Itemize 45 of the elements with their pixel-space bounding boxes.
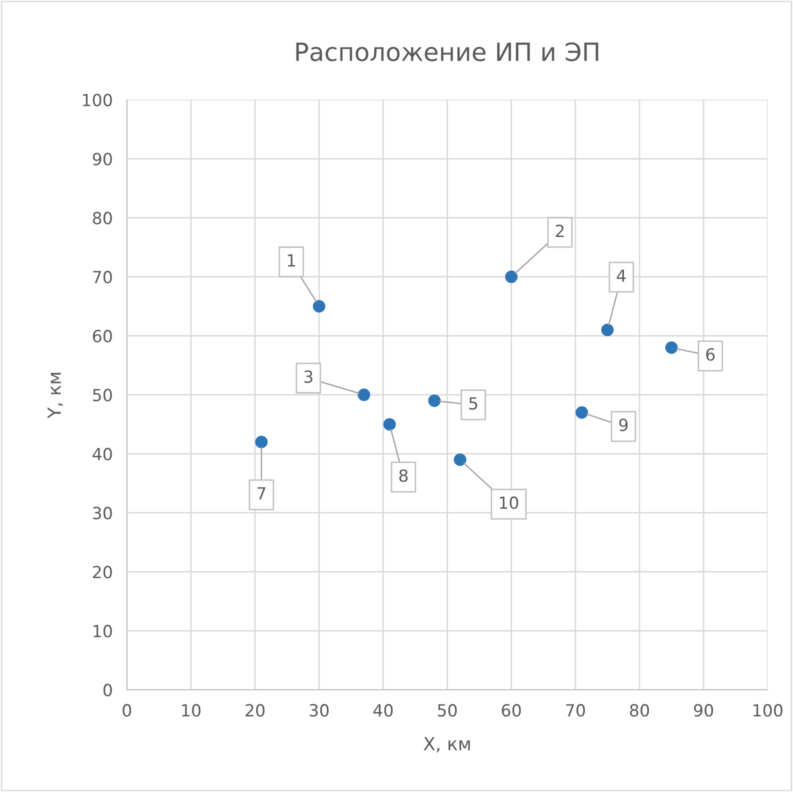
x-tick-label: 50 (438, 704, 457, 717)
y-tick-label: 0 (103, 684, 112, 696)
y-tick-label: 10 (94, 624, 112, 638)
x-tick-label: 40 (373, 704, 393, 717)
x-tick-label: 0 (122, 704, 132, 717)
point (312, 300, 326, 313)
y-tick-label: 60 (92, 330, 112, 342)
y-tick-label: 70 (93, 270, 112, 284)
y-axis-title: Y, км (48, 372, 63, 418)
y-tick-label: 100 (83, 94, 112, 106)
annotation: 5 (469, 397, 478, 410)
annotation: 6 (706, 348, 715, 361)
x-tick-label: 80 (630, 704, 649, 717)
annotation: 1 (288, 254, 296, 266)
annotation: 4 (616, 270, 626, 282)
x-tick-label: 60 (502, 704, 521, 717)
y-tick-label: 20 (93, 566, 112, 578)
point (358, 388, 370, 402)
point (601, 324, 614, 336)
annotation: 3 (304, 370, 312, 383)
annotation: 8 (399, 469, 408, 482)
point (383, 418, 396, 431)
y-tick-label: 40 (92, 448, 112, 460)
x-axis-title: X, км (424, 737, 470, 752)
point (454, 453, 466, 466)
point (428, 394, 441, 407)
annotation: 2 (556, 224, 564, 237)
annotation: 10 (500, 496, 518, 509)
point (505, 270, 518, 284)
annotation: 7 (258, 487, 266, 500)
y-tick-label: 80 (92, 212, 112, 224)
y-tick-label: 90 (92, 152, 112, 166)
x-tick-label: 10 (182, 704, 200, 717)
y-tick-label: 50 (93, 388, 112, 402)
x-tick-label: 30 (310, 704, 329, 717)
y-tick-label: 30 (93, 506, 112, 520)
x-tick-label: 20 (246, 704, 265, 717)
chart-title: Расположение ИП и ЭП (296, 42, 598, 62)
annotation: 9 (619, 418, 628, 432)
x-tick-label: 70 (566, 704, 585, 717)
x-tick-label: 100 (754, 704, 782, 717)
point (665, 341, 678, 354)
point (576, 406, 588, 419)
point (255, 436, 268, 448)
x-tick-label: 90 (694, 704, 714, 717)
